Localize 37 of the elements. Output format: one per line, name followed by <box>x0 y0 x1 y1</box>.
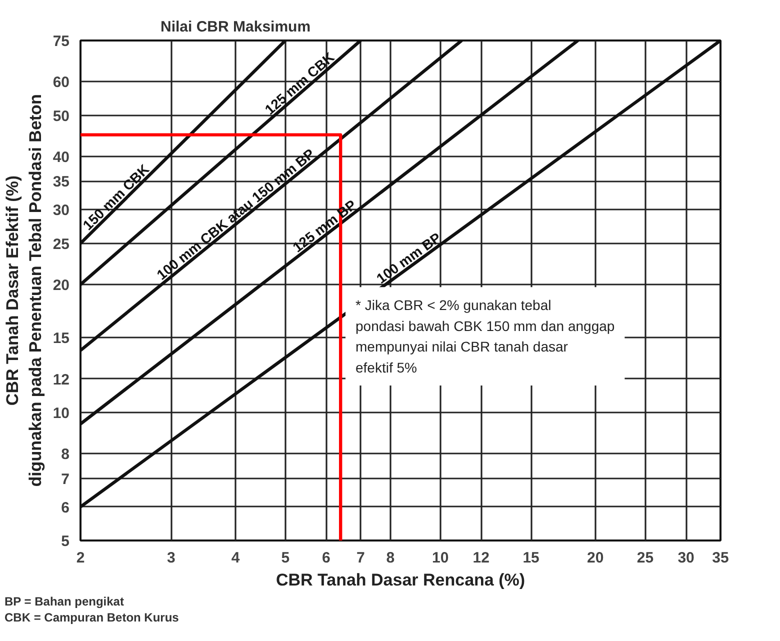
text: BP = Bahan pengikat <box>4 594 124 608</box>
text: 125 mm BP <box>290 196 360 256</box>
y-tick-label: 10 <box>52 405 70 422</box>
y-tick-label: 15 <box>52 330 70 348</box>
x-tick-label: 20 <box>587 550 604 566</box>
y-tick-label: 5 <box>61 533 70 550</box>
text: Nilai CBR Maksimum <box>160 18 311 36</box>
text: CBK = Campuran Beton Kurus <box>4 610 180 624</box>
x-tick-label: 3 <box>166 550 176 566</box>
x-tick-label: 30 <box>678 550 694 566</box>
x-tick-label: 15 <box>522 550 540 566</box>
x-tick-label: 35 <box>712 550 729 566</box>
x-axis-title: CBR Tanah Dasar Rencana (%) <box>276 570 526 590</box>
y-tick-label: 50 <box>52 108 70 125</box>
y-tick-label: 35 <box>52 174 70 191</box>
text: 100 mm BP <box>373 229 444 287</box>
y-tick-label: 25 <box>52 236 70 253</box>
x-tick-label: 5 <box>281 550 290 566</box>
x-tick-label: 10 <box>432 550 449 566</box>
x-tick-label: 2 <box>76 550 85 566</box>
y-tick-label: 12 <box>52 371 70 388</box>
x-tick-label: 8 <box>386 550 395 566</box>
y-axis-title: CBR Tanah Dasar Efektif (%) digunakan pada Penentuan Tebal Pondasi Beton <box>3 94 45 487</box>
y-tick-label: 6 <box>61 499 70 516</box>
x-tick-label: 6 <box>322 550 330 566</box>
annotation: * Jika CBR < 2% gunakan tebal pondasi bawah CBK 150 mm dan anggap mempunyai nilai CBR tanah dasar efektif 5% <box>356 297 615 376</box>
y-tick-label: 8 <box>61 446 70 464</box>
x-tick-label: 4 <box>231 550 240 566</box>
y-tick-label: 30 <box>52 202 70 220</box>
x-tick-label: 7 <box>356 550 365 566</box>
y-tick-label: 60 <box>52 74 70 92</box>
y-tick-label: 20 <box>52 277 70 294</box>
x-tick-label: 12 <box>472 550 490 566</box>
x-tick-label: 25 <box>636 550 654 566</box>
y-tick-label: 75 <box>52 33 70 50</box>
y-tick-label: 40 <box>52 149 70 166</box>
y-tick-label: 7 <box>61 470 70 488</box>
